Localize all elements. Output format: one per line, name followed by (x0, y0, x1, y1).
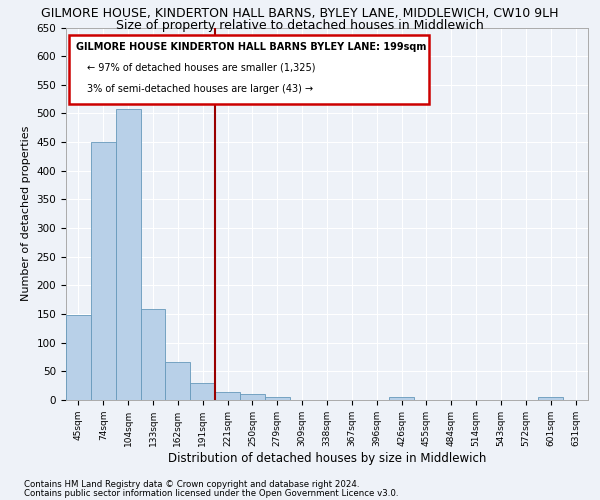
Bar (116, 110, 140, 400)
Bar (166, 362, 190, 400)
Bar (215, 392, 240, 400)
Y-axis label: Number of detached properties: Number of detached properties (21, 126, 31, 302)
Bar (265, 397, 290, 400)
Text: Contains public sector information licensed under the Open Government Licence v3: Contains public sector information licen… (24, 489, 398, 498)
Text: GILMORE HOUSE KINDERTON HALL BARNS BYLEY LANE: 199sqm: GILMORE HOUSE KINDERTON HALL BARNS BYLEY… (76, 42, 427, 51)
Text: GILMORE HOUSE, KINDERTON HALL BARNS, BYLEY LANE, MIDDLEWICH, CW10 9LH: GILMORE HOUSE, KINDERTON HALL BARNS, BYL… (41, 8, 559, 20)
Bar (538, 397, 563, 400)
X-axis label: Distribution of detached houses by size in Middlewich: Distribution of detached houses by size … (168, 452, 486, 464)
Text: 3% of semi-detached houses are larger (43) →: 3% of semi-detached houses are larger (4… (87, 84, 313, 94)
FancyBboxPatch shape (68, 35, 429, 104)
Bar (240, 394, 265, 400)
Text: Contains HM Land Registry data © Crown copyright and database right 2024.: Contains HM Land Registry data © Crown c… (24, 480, 359, 489)
Bar (140, 310, 166, 400)
Bar (66, 315, 91, 400)
Bar (190, 383, 215, 400)
Text: Size of property relative to detached houses in Middlewich: Size of property relative to detached ho… (116, 19, 484, 32)
Bar (389, 396, 414, 400)
Bar (91, 142, 116, 400)
Text: ← 97% of detached houses are smaller (1,325): ← 97% of detached houses are smaller (1,… (87, 63, 316, 73)
